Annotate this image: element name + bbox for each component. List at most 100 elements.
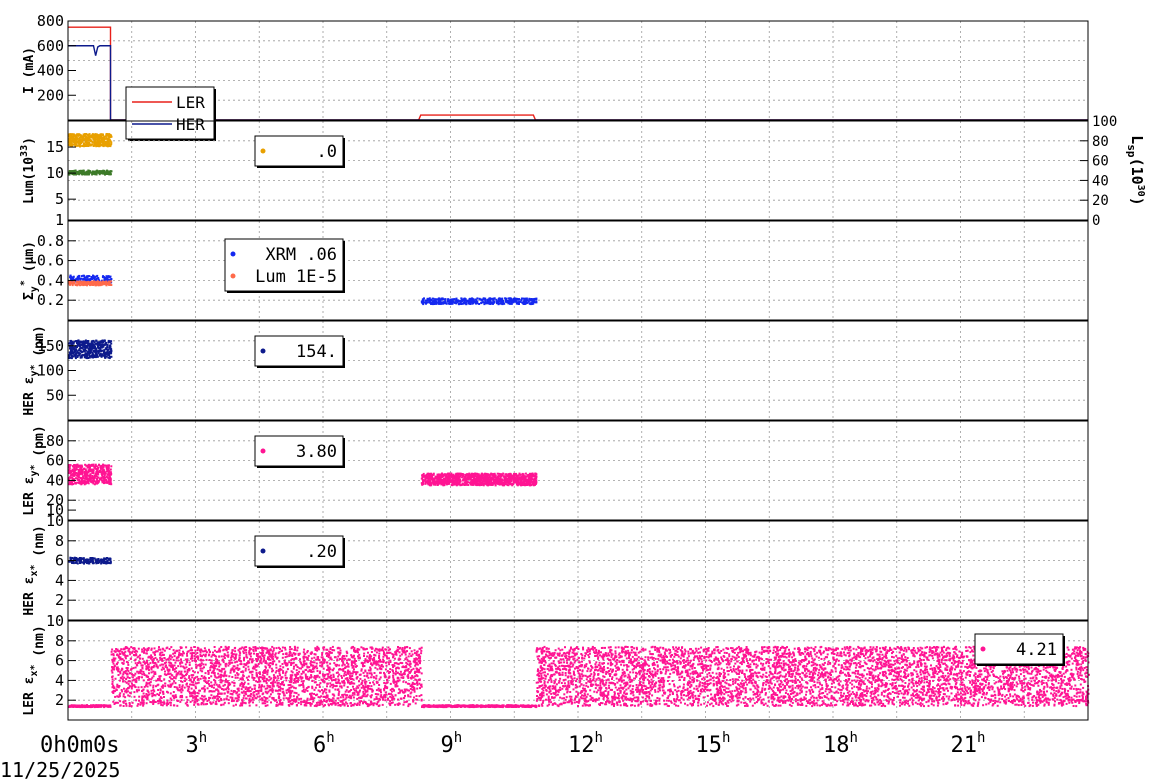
data-point [82, 482, 85, 484]
data-point [103, 470, 106, 473]
data-point [98, 173, 101, 176]
data-point [82, 137, 85, 140]
data-point [84, 278, 87, 281]
data-point [91, 281, 94, 284]
data-point [526, 483, 529, 486]
data-point [511, 484, 514, 487]
data-point [312, 700, 315, 703]
data-point [69, 351, 72, 354]
data-point [106, 349, 109, 351]
data-point [109, 275, 112, 278]
data-point [418, 695, 421, 698]
data-point [116, 648, 119, 651]
data-point [509, 473, 512, 476]
data-point [435, 477, 438, 480]
data-point [139, 701, 142, 704]
data-point [78, 705, 81, 708]
data-point [327, 675, 330, 678]
data-point [81, 477, 83, 480]
data-point [357, 655, 359, 658]
data-point [88, 173, 91, 176]
data-point [68, 482, 71, 485]
data-point [286, 655, 289, 658]
data-point [90, 340, 93, 343]
data-point [106, 470, 108, 473]
data-point [109, 468, 112, 471]
data-point [116, 695, 119, 698]
series-0 [68, 704, 112, 709]
data-point [109, 170, 112, 173]
data-point [106, 346, 109, 348]
data-point [493, 478, 496, 481]
data-point [481, 482, 483, 485]
data-point [432, 481, 435, 484]
data-point [97, 281, 100, 284]
data-point [420, 482, 423, 485]
data-point [68, 139, 71, 142]
data-point [451, 479, 454, 481]
data-point [424, 474, 427, 477]
data-point [408, 682, 411, 685]
data-point [105, 475, 108, 478]
data-point [77, 476, 80, 479]
data-point [431, 475, 434, 478]
data-point [134, 662, 137, 665]
data-point [94, 137, 97, 140]
data-point [366, 703, 369, 706]
data-point [519, 478, 522, 480]
data-point [75, 477, 77, 480]
data-point [433, 301, 435, 304]
data-point [517, 480, 520, 483]
data-point [321, 692, 324, 695]
data-point [429, 301, 431, 304]
legend-swatch [260, 448, 266, 454]
data-point [74, 357, 77, 360]
legend-box [254, 535, 344, 567]
data-point [93, 140, 96, 143]
data-point [78, 560, 81, 563]
data-point [487, 484, 490, 487]
data-point [209, 697, 212, 700]
data-point [106, 343, 109, 346]
data-point [521, 484, 524, 486]
data-point [78, 479, 81, 481]
data-point [68, 353, 71, 356]
data-point [290, 681, 293, 684]
data-point [127, 670, 130, 673]
data-point [498, 479, 501, 482]
data-point [90, 345, 92, 348]
data-point [462, 479, 464, 482]
data-point [370, 694, 373, 697]
data-point [151, 694, 154, 697]
data-point [468, 298, 471, 301]
data-point [107, 134, 110, 137]
data-point [203, 666, 205, 669]
data-point [84, 468, 87, 471]
data-point [101, 139, 103, 142]
data-point [170, 646, 173, 649]
data-point [214, 702, 217, 705]
data-point [108, 280, 111, 283]
data-point [113, 668, 115, 671]
data-point [370, 672, 373, 675]
data-point [71, 351, 74, 354]
data-point [268, 655, 271, 658]
data-point [493, 474, 496, 477]
data-point [527, 477, 530, 480]
data-point [99, 704, 102, 707]
data-point [76, 275, 79, 278]
data-point [284, 672, 287, 675]
data-point [185, 678, 188, 681]
data-point [523, 482, 526, 485]
data-point [530, 298, 533, 301]
data-point [109, 145, 112, 148]
data-point [101, 339, 104, 342]
data-point [88, 281, 91, 284]
data-point [92, 355, 95, 358]
data-point [101, 280, 104, 283]
data-point [348, 658, 351, 661]
data-point [72, 483, 75, 485]
data-point [424, 299, 427, 302]
data-point [442, 473, 445, 476]
